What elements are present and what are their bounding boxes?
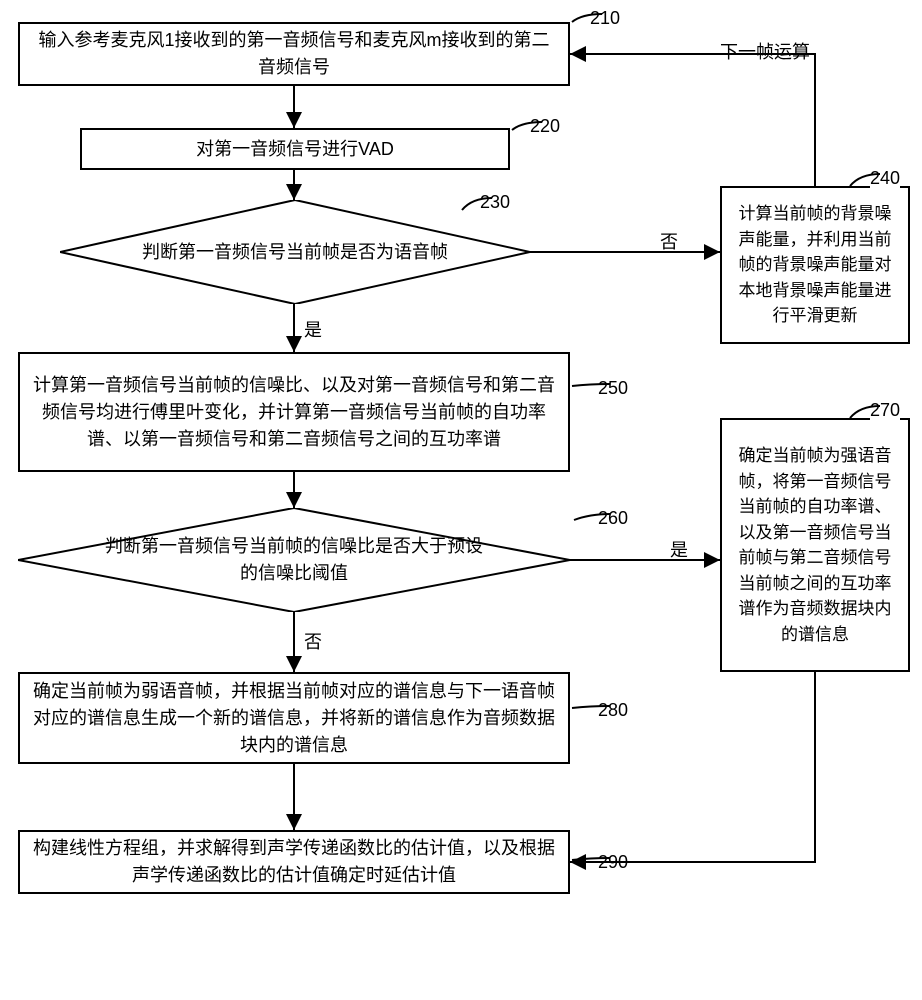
step-label-240: 240 [870,168,900,189]
step-label-230: 230 [480,192,510,213]
box-text: 对第一音频信号进行VAD [196,136,394,163]
edge-label-no-230: 否 [660,228,678,254]
process-box-210: 输入参考麦克风1接收到的第一音频信号和麦克风m接收到的第二音频信号 [18,22,570,86]
step-label-210: 210 [590,8,620,29]
edge-label-yes-260: 是 [670,536,688,562]
decision-box-230: 判断第一音频信号当前帧是否为语音帧 [60,200,530,304]
diamond-text: 判断第一音频信号当前帧是否为语音帧 [142,239,448,266]
decision-box-260: 判断第一音频信号当前帧的信噪比是否大于预设的信噪比阈值 [18,508,570,612]
box-text: 计算当前帧的背景噪声能量，并利用当前帧的背景噪声能量对本地背景噪声能量进行平滑更… [732,201,898,329]
edge-label-yes-230: 是 [304,316,322,342]
process-box-290: 构建线性方程组，并求解得到声学传递函数比的估计值，以及根据声学传递函数比的估计值… [18,830,570,894]
box-text: 确定当前帧为弱语音帧，并根据当前帧对应的谱信息与下一语音帧对应的谱信息生成一个新… [30,678,558,759]
step-label-220: 220 [530,116,560,137]
step-label-250: 250 [598,378,628,399]
process-box-280: 确定当前帧为弱语音帧，并根据当前帧对应的谱信息与下一语音帧对应的谱信息生成一个新… [18,672,570,764]
process-box-240: 计算当前帧的背景噪声能量，并利用当前帧的背景噪声能量对本地背景噪声能量进行平滑更… [720,186,910,344]
diamond-text: 判断第一音频信号当前帧的信噪比是否大于预设的信噪比阈值 [98,533,490,587]
box-text: 确定当前帧为强语音帧，将第一音频信号当前帧的自功率谱、以及第一音频信号当前帧与第… [732,443,898,647]
process-box-270: 确定当前帧为强语音帧，将第一音频信号当前帧的自功率谱、以及第一音频信号当前帧与第… [720,418,910,672]
process-box-250: 计算第一音频信号当前帧的信噪比、以及对第一音频信号和第二音频信号均进行傅里叶变化… [18,352,570,472]
step-label-290: 290 [598,852,628,873]
box-text: 计算第一音频信号当前帧的信噪比、以及对第一音频信号和第二音频信号均进行傅里叶变化… [30,372,558,453]
edge-label-next-frame: 下一帧运算 [720,38,810,64]
box-text: 构建线性方程组，并求解得到声学传递函数比的估计值，以及根据声学传递函数比的估计值… [30,835,558,889]
edge-label-no-260: 否 [304,628,322,654]
process-box-220: 对第一音频信号进行VAD [80,128,510,170]
step-label-260: 260 [598,508,628,529]
box-text: 输入参考麦克风1接收到的第一音频信号和麦克风m接收到的第二音频信号 [30,27,558,81]
step-label-280: 280 [598,700,628,721]
step-label-270: 270 [870,400,900,421]
